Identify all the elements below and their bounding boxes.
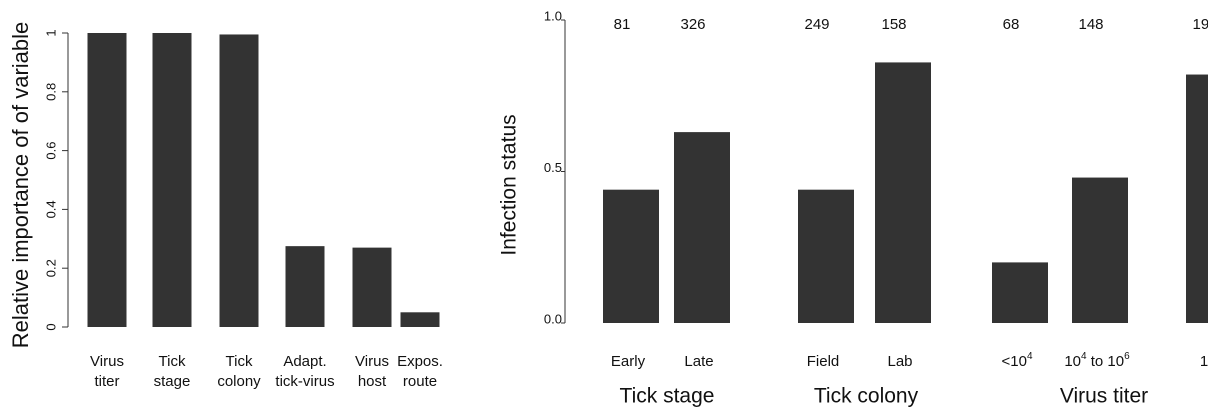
count-label: 249 [804, 16, 829, 33]
x-tick-label: 104 to 106 [1064, 351, 1130, 370]
y-axis-label: Relative importance of of variable [8, 22, 33, 349]
x-tick-label: 106 [1200, 351, 1208, 370]
count-label: 191 [1192, 16, 1208, 33]
bar [400, 312, 440, 327]
y-tick-label: 0.0 [544, 311, 562, 326]
superscript: 4 [1027, 351, 1033, 362]
x-tick-label: Lab [887, 353, 912, 370]
x-tick-label: Tick [159, 353, 186, 370]
x-tick-label: Early [611, 353, 646, 370]
label-part: Early [611, 353, 646, 370]
count-label: 68 [1003, 16, 1020, 33]
x-tick-label: Expos. [397, 353, 443, 370]
bar [219, 34, 259, 327]
y-tick-label: 0.6 [43, 142, 58, 160]
y-tick-label: 1.0 [544, 8, 562, 23]
group-label: Tick colony [814, 385, 919, 408]
x-tick-label: Field [807, 353, 840, 370]
group-label: Tick stage [620, 385, 715, 408]
bar [352, 247, 392, 327]
bar [798, 189, 854, 323]
label-part: <10 [1001, 353, 1026, 370]
label-part: 10 [1200, 353, 1208, 370]
x-tick-label: route [403, 373, 437, 390]
bar [603, 189, 659, 323]
y-tick-label: 0 [43, 323, 58, 330]
group-label: Virus titer [1060, 385, 1148, 408]
y-tick-label: 0.4 [43, 200, 58, 218]
bar [87, 33, 127, 327]
count-label: 148 [1078, 16, 1103, 33]
label-part: Late [684, 353, 713, 370]
x-tick-label: titer [94, 373, 119, 390]
count-label: 326 [680, 16, 705, 33]
x-tick-label: colony [217, 373, 261, 390]
x-tick-label: Late [684, 353, 713, 370]
bar [1072, 177, 1128, 323]
y-tick-label: 0.5 [544, 160, 562, 175]
x-tick-label: Virus [90, 353, 124, 370]
bar [1186, 74, 1208, 323]
x-tick-label: stage [154, 373, 191, 390]
y-tick-label: 0.2 [43, 259, 58, 277]
x-tick-label: host [358, 373, 387, 390]
y-tick-label: 0.8 [43, 83, 58, 101]
count-label: 158 [881, 16, 906, 33]
count-label: 81 [614, 16, 631, 33]
bar [875, 62, 931, 324]
x-tick-label: Adapt. [283, 353, 326, 370]
bar [285, 246, 325, 327]
label-part: to 10 [1087, 353, 1125, 370]
x-tick-label: tick-virus [275, 373, 334, 390]
superscript: 4 [1081, 351, 1087, 362]
y-axis-label: Infection status [498, 114, 521, 255]
bar [992, 262, 1048, 323]
label-part: Lab [887, 353, 912, 370]
x-tick-label: <104 [1001, 351, 1032, 370]
x-tick-label: Tick [226, 353, 253, 370]
bar [152, 33, 192, 327]
label-part: 10 [1064, 353, 1081, 370]
y-tick-label: 1 [43, 29, 58, 36]
bar [674, 132, 730, 323]
label-part: Field [807, 353, 840, 370]
superscript: 6 [1124, 351, 1130, 362]
x-tick-label: Virus [355, 353, 389, 370]
